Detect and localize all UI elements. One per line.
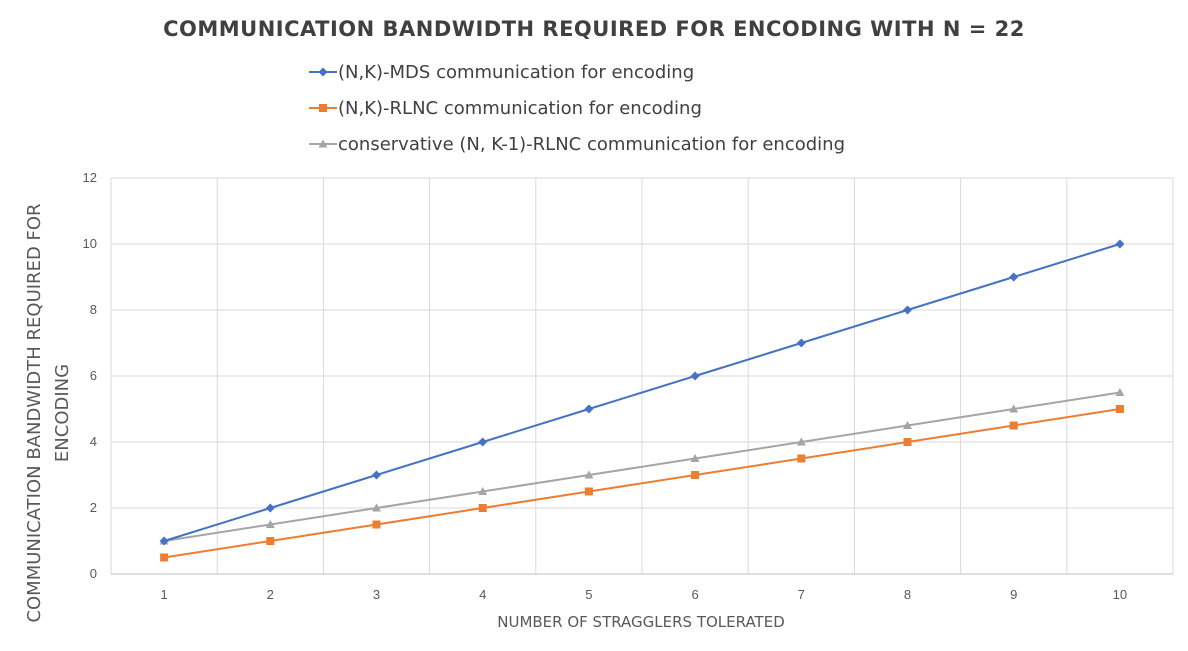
data-point xyxy=(266,537,275,545)
data-point xyxy=(372,470,381,480)
legend-item: (N,K)-RLNC communication for encoding xyxy=(309,98,702,119)
data-point xyxy=(1009,421,1018,430)
data-point xyxy=(903,438,912,446)
data-point xyxy=(690,454,700,462)
data-point xyxy=(903,421,912,429)
x-tick-label: 1 xyxy=(160,587,167,602)
data-point xyxy=(690,371,700,381)
y-axis-label: COMMUNICATION BANDWIDTH REQUIRED FOR ENC… xyxy=(24,203,73,622)
data-point xyxy=(796,338,806,348)
legend-label: (N,K)-MDS communication for encoding xyxy=(338,62,694,83)
data-point xyxy=(372,503,381,512)
y-tick-label: 6 xyxy=(90,368,97,383)
series-diamond xyxy=(159,239,1125,546)
data-point xyxy=(584,404,594,414)
data-point xyxy=(265,503,275,513)
legend: (N,K)-MDS communication for encoding (N,K… xyxy=(309,62,845,155)
y-tick-label: 0 xyxy=(90,566,97,581)
series-line xyxy=(163,243,1121,542)
data-point xyxy=(903,305,912,315)
y-axis-label-line-1: COMMUNICATION BANDWIDTH REQUIRED FOR xyxy=(24,203,45,622)
data-point xyxy=(1115,388,1125,396)
data-point xyxy=(1009,404,1019,413)
x-tick-label: 8 xyxy=(904,587,911,602)
data-point xyxy=(1115,405,1124,413)
y-tick-label: 10 xyxy=(83,236,97,251)
x-tick-label: 7 xyxy=(798,587,805,602)
y-axis-label-line-2: ENCODING xyxy=(52,364,73,462)
series-layer xyxy=(159,239,1125,562)
data-point xyxy=(584,487,593,496)
x-tick-label: 2 xyxy=(267,587,274,602)
legend-item: conservative (N, K-1)-RLNC communication… xyxy=(309,134,845,155)
legend-label: (N,K)-RLNC communication for encoding xyxy=(338,98,702,119)
chart-title: COMMUNICATION BANDWIDTH REQUIRED FOR ENC… xyxy=(163,17,1025,41)
series-line xyxy=(163,391,1121,542)
x-tick-label: 3 xyxy=(373,587,380,602)
series-square xyxy=(160,405,1124,562)
data-point xyxy=(584,470,594,479)
x-tick-label: 6 xyxy=(691,587,698,602)
legend-swatch-marker xyxy=(318,67,328,77)
x-tick-label: 10 xyxy=(1113,587,1127,602)
series-line xyxy=(163,408,1121,559)
y-tick-label: 2 xyxy=(90,500,97,515)
legend-swatch-marker xyxy=(319,104,327,112)
x-tick-label: 5 xyxy=(585,587,592,602)
data-point xyxy=(265,520,275,528)
data-point xyxy=(160,553,169,562)
data-point xyxy=(691,471,700,479)
y-tick-label: 4 xyxy=(90,434,97,449)
data-point xyxy=(478,487,488,495)
data-point xyxy=(1115,239,1125,249)
data-point xyxy=(372,520,381,529)
data-point xyxy=(159,536,169,546)
legend-swatch-marker xyxy=(318,139,328,148)
data-point xyxy=(478,437,488,447)
y-tick-label: 8 xyxy=(90,302,97,317)
data-point xyxy=(478,504,487,512)
x-axis-label: NUMBER OF STRAGGLERS TOLERATED xyxy=(497,613,785,631)
x-tick-label: 9 xyxy=(1010,587,1017,602)
legend-item: (N,K)-MDS communication for encoding xyxy=(309,62,694,83)
data-point xyxy=(796,437,806,446)
data-point xyxy=(797,454,806,463)
y-tick-label: 12 xyxy=(83,170,97,185)
legend-label: conservative (N, K-1)-RLNC communication… xyxy=(338,134,845,155)
data-point xyxy=(1009,272,1019,282)
gridlines xyxy=(110,177,1174,574)
x-tick-label: 4 xyxy=(479,587,486,602)
